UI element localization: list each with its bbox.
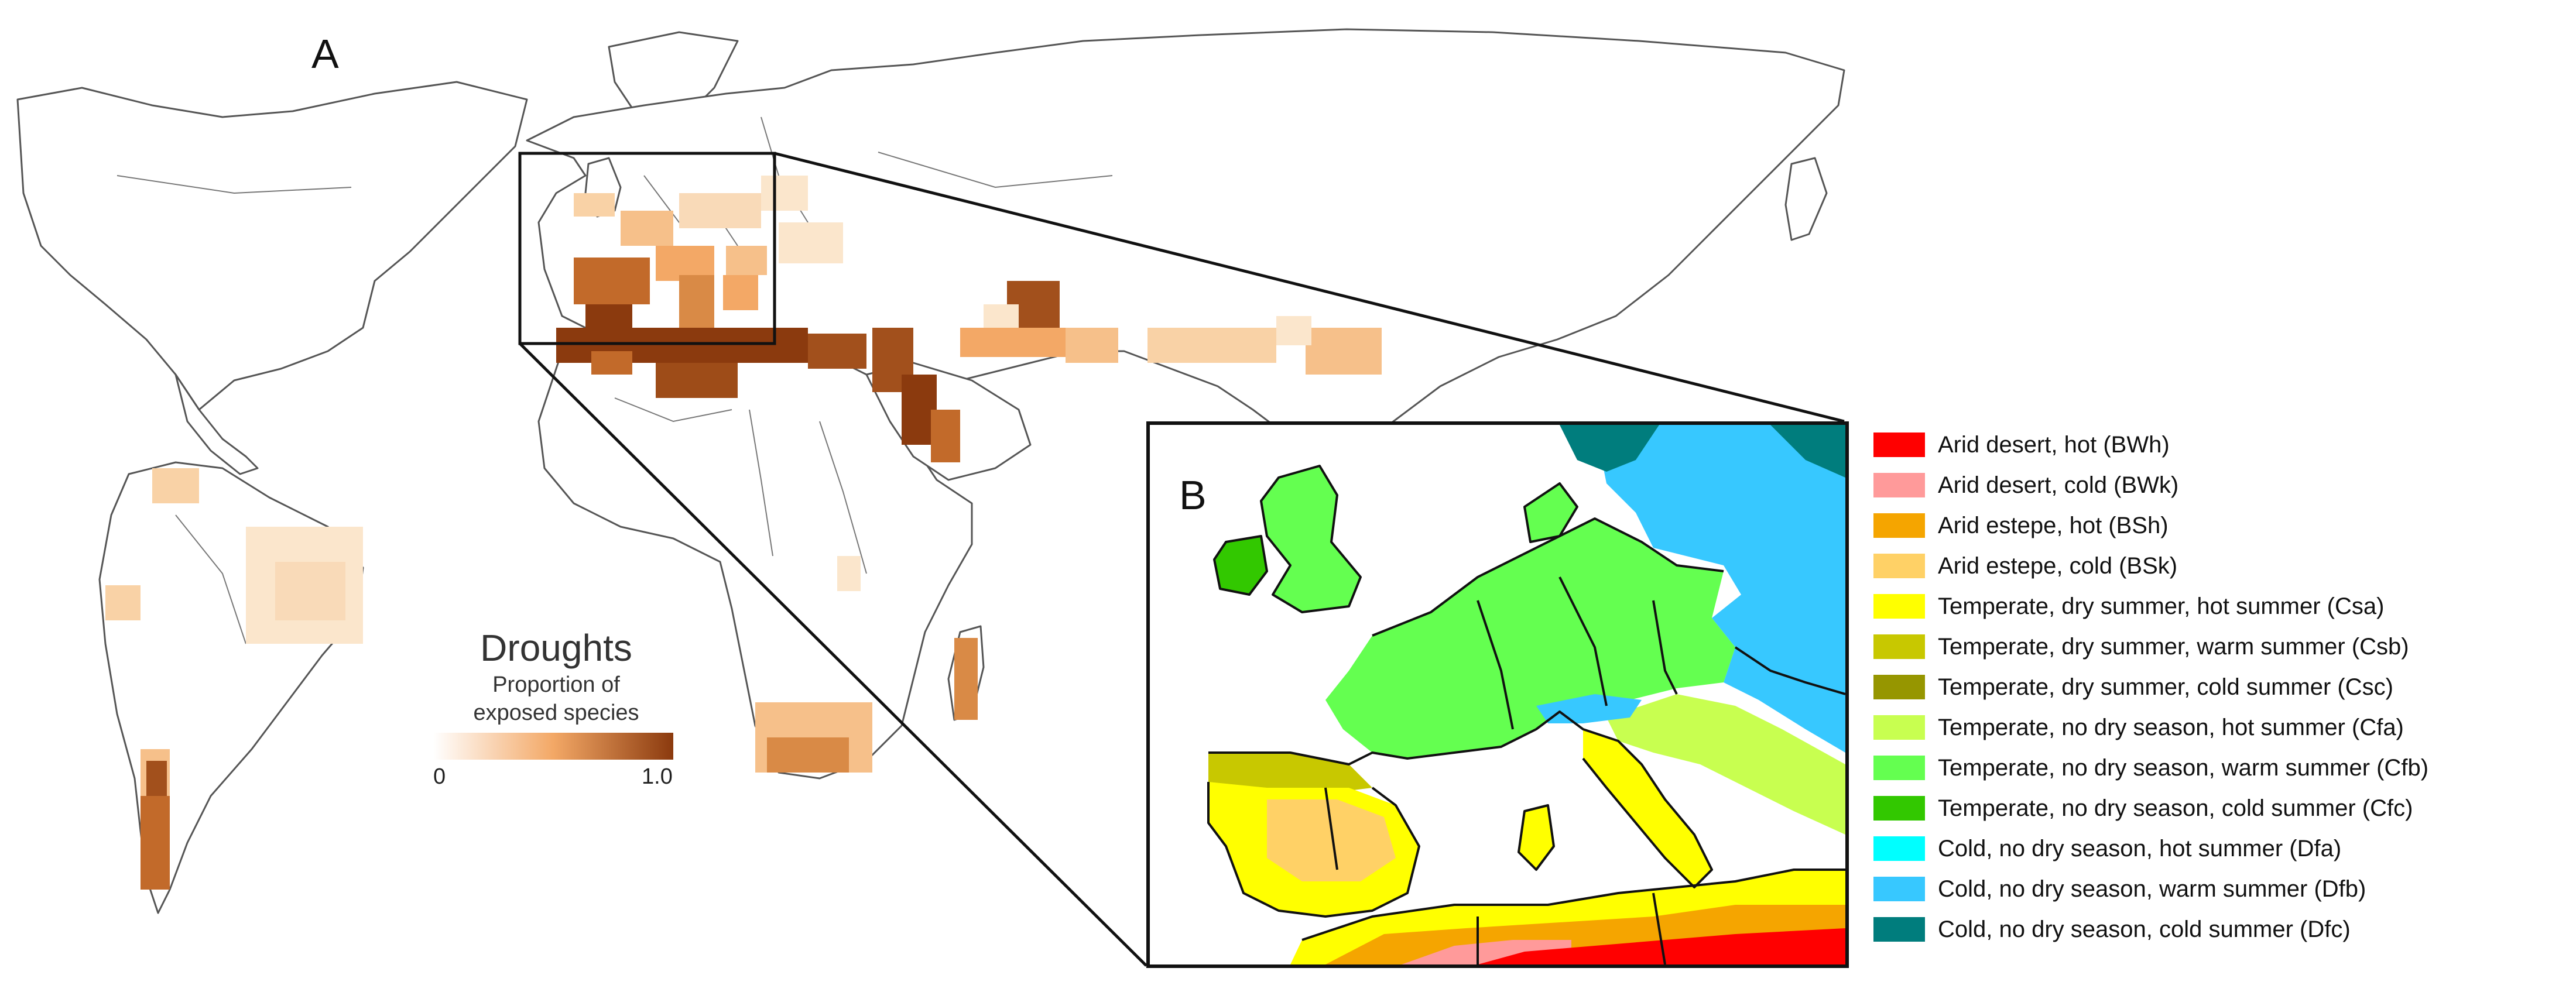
- climate-legend-swatch: [1873, 634, 1925, 659]
- climate-legend-item: Temperate, dry summer, warm summer (Csb): [1873, 632, 2409, 661]
- climate-legend-label: Temperate, dry summer, cold summer (Csc): [1938, 674, 2393, 700]
- climate-legend-swatch: [1873, 715, 1925, 740]
- region-csb-north-iberia: [1208, 753, 1372, 794]
- droughts-legend-max: 1.0: [642, 764, 673, 789]
- climate-legend-label: Temperate, dry summer, warm summer (Csb): [1938, 633, 2409, 660]
- climate-legend-swatch: [1873, 554, 1925, 578]
- climate-legend-item: Temperate, dry summer, hot summer (Csa): [1873, 592, 2384, 621]
- climate-legend-swatch: [1873, 433, 1925, 457]
- droughts-subtitle-line2: exposed species: [473, 701, 639, 725]
- climate-legend-swatch: [1873, 473, 1925, 497]
- climate-legend-swatch: [1873, 756, 1925, 780]
- droughts-subtitle-line1: Proportion of: [492, 672, 620, 697]
- north-america-landmass: [16, 81, 528, 411]
- climate-legend-label: Cold, no dry season, warm summer (Dfb): [1938, 876, 2366, 902]
- climate-legend-item: Arid desert, cold (BWk): [1873, 471, 2178, 500]
- zoom-line-bottom: [519, 342, 1147, 967]
- climate-legend-item: Arid estepe, hot (BSh): [1873, 511, 2169, 540]
- climate-legend-label: Cold, no dry season, cold summer (Dfc): [1938, 916, 2351, 942]
- panel-a-label: A: [311, 31, 339, 77]
- climate-legend-swatch: [1873, 796, 1925, 821]
- climate-legend-swatch: [1873, 675, 1925, 699]
- climate-legend-label: Arid estepe, cold (BSk): [1938, 552, 2178, 579]
- climate-legend-label: Arid desert, cold (BWk): [1938, 472, 2179, 498]
- region-csa-sardinia: [1519, 805, 1554, 870]
- region-dfb-northeast: [1595, 425, 1845, 753]
- region-cfa-balkans: [1606, 694, 1845, 835]
- region-dfc-scandinavia: [1560, 425, 1659, 472]
- climate-legend-item: Temperate, no dry season, warm summer (C…: [1873, 753, 2428, 782]
- japan: [1784, 157, 1828, 241]
- climate-legend-item: Temperate, dry summer, cold summer (Csc): [1873, 672, 2393, 702]
- climate-legend-label: Temperate, dry summer, hot summer (Csa): [1938, 593, 2385, 619]
- zoom-region-box: [518, 152, 776, 345]
- zoom-line-top: [774, 152, 1845, 423]
- panel-b-label: B: [1179, 472, 1207, 518]
- region-cfb-ireland: [1214, 536, 1267, 595]
- droughts-color-bar: [433, 733, 673, 760]
- droughts-legend-title: Droughts: [480, 627, 632, 669]
- region-bsk-central-iberia: [1267, 799, 1396, 881]
- droughts-legend-min: 0: [433, 764, 446, 789]
- climate-legend-swatch: [1873, 917, 1925, 942]
- droughts-legend-subtitle: Proportion of exposed species: [433, 671, 679, 727]
- region-dfc-east: [1770, 425, 1845, 478]
- inset-map-europe: B: [1146, 421, 1849, 968]
- climate-legend-swatch: [1873, 594, 1925, 619]
- climate-legend-item: Temperate, no dry season, cold summer (C…: [1873, 794, 2413, 823]
- climate-legend-label: Temperate, no dry season, hot summer (Cf…: [1938, 714, 2404, 740]
- region-cfb-continent: [1325, 519, 1735, 758]
- climate-legend-item: Arid estepe, cold (BSk): [1873, 551, 2177, 581]
- climate-legend-label: Arid desert, hot (BWh): [1938, 431, 2170, 458]
- climate-legend-swatch: [1873, 877, 1925, 901]
- climate-map: [1150, 425, 1845, 964]
- region-csa-italy: [1583, 729, 1712, 887]
- climate-legend-label: Temperate, no dry season, cold summer (C…: [1938, 795, 2413, 821]
- climate-legend-item: Cold, no dry season, cold summer (Dfc): [1873, 915, 2351, 944]
- climate-legend-label: Temperate, no dry season, warm summer (C…: [1938, 754, 2429, 781]
- climate-legend-label: Arid estepe, hot (BSh): [1938, 512, 2169, 538]
- drought-exposure-cells: [105, 176, 1382, 890]
- central-america: [174, 373, 259, 475]
- climate-legend-swatch: [1873, 513, 1925, 538]
- region-dfb-alps: [1536, 694, 1642, 723]
- climate-legend-item: Cold, no dry season, warm summer (Dfb): [1873, 874, 2366, 904]
- climate-legend-item: Cold, no dry season, hot summer (Dfa): [1873, 834, 2341, 863]
- climate-legend-item: Arid desert, hot (BWh): [1873, 430, 2170, 459]
- climate-legend-item: Temperate, no dry season, hot summer (Cf…: [1873, 713, 2404, 742]
- climate-legend-swatch: [1873, 836, 1925, 861]
- climate-legend-label: Cold, no dry season, hot summer (Dfa): [1938, 835, 2342, 861]
